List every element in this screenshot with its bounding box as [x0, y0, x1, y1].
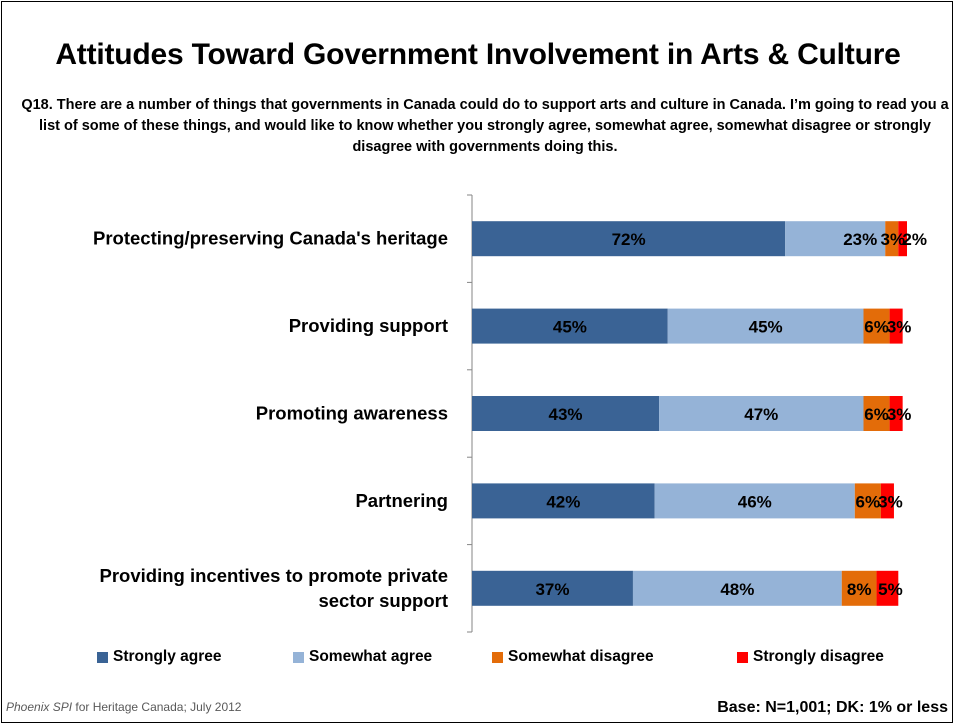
bar-segment-somewhat-disagree: [863, 308, 890, 344]
legend-item-somewhat-agree: Somewhat agree: [293, 648, 432, 666]
bar-segment-strongly-agree: [472, 570, 633, 606]
legend-label: Strongly agree: [113, 648, 222, 665]
legend-swatch: [737, 651, 748, 663]
bar-segment-strongly-agree: [472, 483, 655, 519]
data-label: 37%: [535, 580, 569, 599]
bar-segment-somewhat-agree: [654, 483, 855, 519]
bar-segment-somewhat-disagree: [863, 396, 890, 431]
bar-segment-strongly-agree: [472, 396, 660, 431]
base-note: Base: N=1,001; DK: 1% or less: [717, 699, 948, 716]
legend-swatch: [97, 651, 108, 663]
legend-swatch: [293, 651, 304, 663]
category-label-line: Promoting awareness: [256, 403, 448, 424]
legend: Strongly agree Somewhat agree Somewhat dis…: [0, 648, 956, 670]
data-label: 5%: [878, 580, 903, 599]
data-label: 72%: [612, 230, 646, 249]
category-label-line: Providing incentives to promote private: [100, 565, 448, 586]
legend-label: Somewhat agree: [309, 648, 433, 665]
data-label: 3%: [880, 230, 905, 249]
category-label-line: Providing support: [289, 315, 448, 336]
legend-label: Somewhat disagree: [508, 648, 654, 665]
bar-segment-somewhat-agree: [659, 396, 864, 431]
legend-label: Strongly disagree: [753, 648, 884, 665]
source-brand: Phoenix SPI: [6, 700, 73, 714]
bar-segment-strongly-disagree: [876, 570, 899, 606]
bar-segment-somewhat-agree: [667, 308, 864, 344]
legend-item-strongly-agree: Strongly agree: [97, 648, 222, 666]
chart-title: Attitudes Toward Government Involvement …: [55, 38, 901, 71]
category-label-line: Partnering: [355, 490, 448, 511]
data-label: 46%: [738, 492, 772, 511]
bar-segment-strongly-disagree: [889, 308, 903, 344]
category-label-line: Protecting/preserving Canada's heritage: [93, 228, 448, 249]
bar-segment-strongly-disagree: [880, 483, 894, 519]
data-label: 48%: [720, 580, 754, 599]
legend-swatch: [492, 651, 503, 663]
data-label: 8%: [847, 580, 872, 599]
bar-segment-strongly-agree: [472, 221, 786, 257]
category-label: Promoting awareness: [256, 403, 448, 424]
question-text: Q18. There are a number of things that g…: [21, 97, 949, 155]
category-label: Partnering: [355, 490, 448, 511]
data-label: 47%: [744, 405, 778, 424]
source-note: Phoenix SPI for Heritage Canada; July 20…: [6, 700, 241, 714]
data-label: 42%: [546, 492, 580, 511]
category-label-line: sector support: [318, 590, 448, 611]
bar-segment-somewhat-disagree: [841, 570, 877, 606]
data-label: 45%: [749, 318, 783, 337]
source-rest: for Heritage Canada; July 2012: [72, 700, 242, 714]
category-label: Providing incentives to promote private s…: [100, 565, 448, 611]
data-label: 6%: [864, 318, 889, 337]
data-label: 3%: [887, 405, 912, 424]
data-label: 6%: [864, 405, 889, 424]
data-label: 6%: [856, 492, 881, 511]
data-label: 2%: [902, 230, 927, 249]
data-label: 45%: [553, 318, 587, 337]
legend-item-strongly-disagree: Strongly disagree: [737, 648, 884, 666]
legend-item-somewhat-disagree: Somewhat disagree: [492, 648, 654, 666]
data-label: 43%: [549, 405, 583, 424]
bar-segment-somewhat-agree: [785, 221, 886, 257]
bar-segment-somewhat-agree: [632, 570, 842, 606]
data-label: 3%: [878, 492, 903, 511]
data-label: 3%: [887, 318, 912, 337]
category-label: Providing support: [289, 315, 448, 336]
bar-segment-strongly-agree: [472, 308, 668, 344]
data-label: 23%: [843, 230, 877, 249]
bar-segment-strongly-disagree: [898, 221, 907, 257]
bar-segment-strongly-disagree: [889, 396, 903, 431]
category-label: Protecting/preserving Canada's heritage: [93, 228, 448, 249]
bar-segment-somewhat-disagree: [854, 483, 881, 519]
bar-segment-somewhat-disagree: [885, 221, 899, 257]
